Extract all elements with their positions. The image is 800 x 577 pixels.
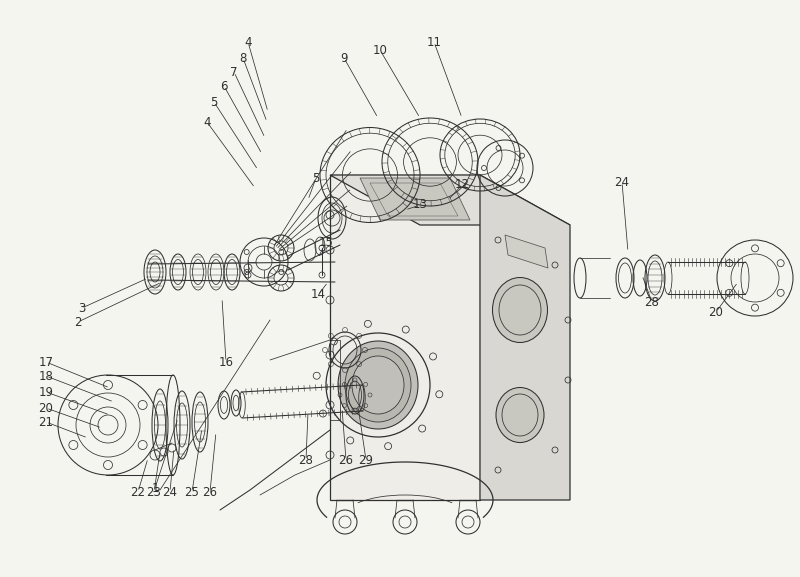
Ellipse shape: [352, 356, 404, 414]
Text: 20: 20: [38, 402, 54, 414]
Text: 16: 16: [218, 355, 234, 369]
Text: 5: 5: [210, 96, 218, 108]
Text: 10: 10: [373, 43, 387, 57]
Text: 20: 20: [709, 305, 723, 319]
Text: 24: 24: [614, 175, 630, 189]
Polygon shape: [505, 235, 548, 268]
Text: 12: 12: [454, 178, 470, 192]
Ellipse shape: [338, 341, 418, 429]
Text: 3: 3: [78, 302, 86, 314]
Polygon shape: [360, 178, 470, 220]
Text: 8: 8: [239, 51, 246, 65]
Text: 28: 28: [298, 454, 314, 466]
Text: 15: 15: [318, 235, 334, 249]
Text: 4: 4: [203, 115, 210, 129]
Text: 19: 19: [38, 385, 54, 399]
Text: 18: 18: [38, 369, 54, 383]
Polygon shape: [330, 175, 480, 500]
Ellipse shape: [496, 388, 544, 443]
Ellipse shape: [493, 278, 547, 343]
Ellipse shape: [345, 348, 411, 422]
Text: 11: 11: [426, 36, 442, 48]
Text: 1: 1: [151, 481, 158, 494]
Text: 28: 28: [645, 295, 659, 309]
Text: 6: 6: [220, 80, 228, 92]
Text: 25: 25: [185, 485, 199, 499]
Text: 9: 9: [340, 51, 348, 65]
Text: 26: 26: [202, 485, 218, 499]
Text: 22: 22: [130, 485, 146, 499]
Text: 26: 26: [338, 454, 354, 466]
Polygon shape: [480, 175, 570, 500]
Text: 17: 17: [38, 355, 54, 369]
Text: 14: 14: [310, 288, 326, 302]
Text: 13: 13: [413, 198, 427, 212]
Text: 23: 23: [146, 485, 162, 499]
Text: 2: 2: [74, 316, 82, 328]
Text: 4: 4: [244, 36, 252, 48]
Polygon shape: [330, 175, 570, 225]
Text: 24: 24: [162, 485, 178, 499]
Text: 29: 29: [358, 454, 374, 466]
Text: 7: 7: [230, 66, 238, 78]
Text: 21: 21: [38, 415, 54, 429]
Text: 5: 5: [312, 171, 320, 185]
